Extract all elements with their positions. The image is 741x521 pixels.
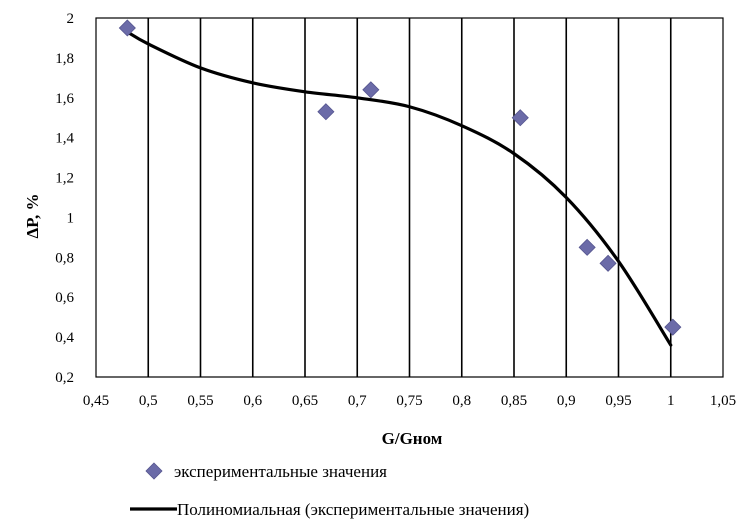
- y-tick-label: 1,4: [55, 131, 74, 147]
- x-tick-label: 0,7: [348, 393, 367, 409]
- x-tick-label: 0,45: [83, 393, 109, 409]
- legend-label-scatter: экспериментальные значения: [174, 462, 387, 481]
- legend-diamond-marker: [145, 462, 163, 480]
- data-point-diamond: [664, 318, 682, 336]
- x-axis-ticks: 0,45 0,5 0,55 0,6 0,65 0,7 0,75 0,8 0,85 0,9 0,95 1…: [83, 393, 736, 409]
- y-tick-label: 1,2: [55, 171, 74, 187]
- x-tick-label: 0,5: [139, 393, 158, 409]
- data-point-diamond: [599, 254, 617, 272]
- y-tick-label: 0,6: [55, 290, 74, 306]
- x-tick-label: 0,65: [292, 393, 318, 409]
- data-point-diamond: [118, 19, 136, 37]
- data-points: [118, 19, 682, 336]
- x-tick-label: 0,9: [557, 393, 576, 409]
- y-tick-label: 0,8: [55, 250, 74, 266]
- y-axis-title: ΔP, %: [23, 194, 42, 239]
- x-tick-label: 1: [667, 393, 675, 409]
- x-tick-label: 0,95: [605, 393, 631, 409]
- x-tick-label: 0,8: [452, 393, 471, 409]
- y-tick-label: 1,8: [55, 51, 74, 67]
- x-tick-label: 0,55: [187, 393, 213, 409]
- data-point-diamond: [317, 103, 335, 121]
- x-tick-label: 0,6: [243, 393, 262, 409]
- data-point-diamond: [362, 81, 380, 99]
- y-tick-label: 2: [67, 11, 75, 27]
- trendline-polynomial: [125, 30, 673, 347]
- data-point-diamond: [511, 109, 529, 127]
- x-tick-label: 0,85: [501, 393, 527, 409]
- data-point-diamond: [578, 238, 596, 256]
- x-tick-label: 1,05: [710, 393, 736, 409]
- y-tick-label: 0,2: [55, 370, 74, 386]
- y-tick-label: 0,4: [55, 330, 74, 346]
- y-tick-label: 1,6: [55, 91, 74, 107]
- x-axis-title: G/Gном: [382, 429, 443, 448]
- legend-label-trendline: Полиномиальная (экспериментальные значен…: [177, 500, 529, 519]
- x-tick-label: 0,75: [396, 393, 422, 409]
- legend: экспериментальные значения Полиномиальна…: [130, 462, 529, 519]
- y-tick-label: 1: [67, 210, 75, 226]
- y-axis-ticks: 0,2 0,4 0,6 0,8 1 1,2 1,4 1,6 1,8 2: [55, 11, 74, 386]
- plot-area-frame: [95, 17, 724, 378]
